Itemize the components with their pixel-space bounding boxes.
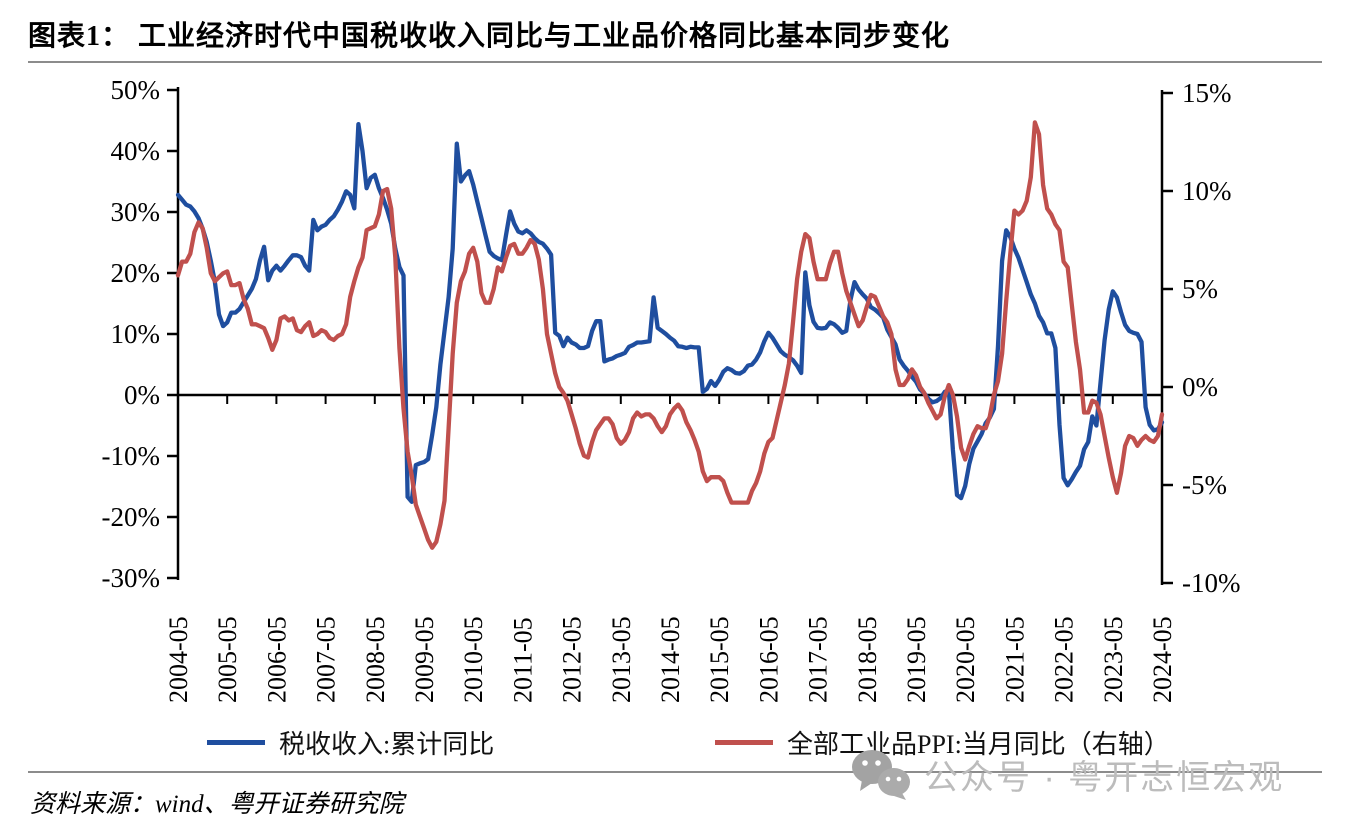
right-axis-tick-label: -10% <box>1182 568 1240 598</box>
line-chart: 50% 40% 30% 20% 10% 0% -10% -20% -30% 15% 10% 5% 0% -… <box>102 75 1241 703</box>
watermark-text: 公众号 · 粤开志恒宏观 <box>924 758 1285 797</box>
right-axis-tick-label: 10% <box>1182 176 1232 206</box>
x-axis-label: 2018-05 <box>853 616 882 703</box>
x-axis-label: 2007-05 <box>312 616 341 703</box>
left-axis-tick-label: 50% <box>111 75 161 105</box>
left-axis-tick-label: 0% <box>124 380 160 410</box>
legend-label-tax-revenue: 税收收入:累计同比 <box>279 729 495 759</box>
x-axis-label: 2020-05 <box>951 616 980 703</box>
ppi-line <box>175 120 1165 550</box>
source-note: 资料来源：wind、粤开证券研究院 <box>30 791 404 818</box>
x-axis-label: 2009-05 <box>410 616 439 703</box>
x-axis-label: 2024-05 <box>1148 616 1177 703</box>
x-axis-label: 2021-05 <box>1000 616 1029 703</box>
x-axis-label: 2014-05 <box>656 616 685 703</box>
left-axis-tick-label: 40% <box>111 136 161 166</box>
right-axis-tick-label: 0% <box>1182 372 1218 402</box>
x-axis-label: 2008-05 <box>361 616 390 703</box>
x-axis-label: 2016-05 <box>754 616 783 703</box>
watermark: 公众号 · 粤开志恒宏观 <box>850 748 1284 800</box>
x-axis-label: 2019-05 <box>902 616 931 703</box>
x-axis-label: 2004-05 <box>164 616 193 703</box>
tax-revenue-line-swatch <box>207 739 265 745</box>
footer-divider <box>28 771 1322 773</box>
legend-item-tax-revenue: 税收收入:累计同比 <box>207 724 494 760</box>
chart-legend: 税收收入:累计同比 全部工业品PPI:当月同比（右轴） <box>0 724 1350 760</box>
figure-title: 图表1： 工业经济时代中国税收收入同比与工业品价格同比基本同步变化 <box>28 21 951 52</box>
x-axis-label: 2023-05 <box>1099 616 1128 703</box>
x-axis-label: 2017-05 <box>804 616 833 703</box>
x-axis-label: 2005-05 <box>213 616 242 703</box>
left-axis-tick-label: -30% <box>102 563 160 593</box>
x-axis-label: 2006-05 <box>262 616 291 703</box>
left-axis-tick-label: -20% <box>102 502 160 532</box>
right-axis-tick-label: 15% <box>1182 78 1232 108</box>
title-divider <box>28 61 1322 63</box>
x-axis-label: 2010-05 <box>459 616 488 703</box>
wechat-icon <box>852 750 910 800</box>
legend-label-ppi: 全部工业品PPI:当月同比（右轴） <box>787 729 1170 759</box>
right-axis-tick-label: -5% <box>1182 470 1227 500</box>
left-axis-tick-label: -10% <box>102 441 160 471</box>
left-axis-tick-label: 30% <box>111 197 161 227</box>
x-axis-label: 2022-05 <box>1050 616 1079 703</box>
x-axis-label: 2012-05 <box>558 616 587 703</box>
ppi-line-swatch <box>715 739 773 745</box>
right-axis-tick-label: 5% <box>1182 274 1218 304</box>
x-axis-label: 2013-05 <box>607 616 636 703</box>
x-axis-label: 2015-05 <box>705 616 734 703</box>
left-axis-tick-label: 10% <box>111 319 161 349</box>
left-axis-tick-label: 20% <box>111 258 161 288</box>
x-axis-label: 2011-05 <box>508 617 537 703</box>
tax-revenue-line <box>175 122 1165 504</box>
legend-item-ppi: 全部工业品PPI:当月同比（右轴） <box>715 724 1170 760</box>
